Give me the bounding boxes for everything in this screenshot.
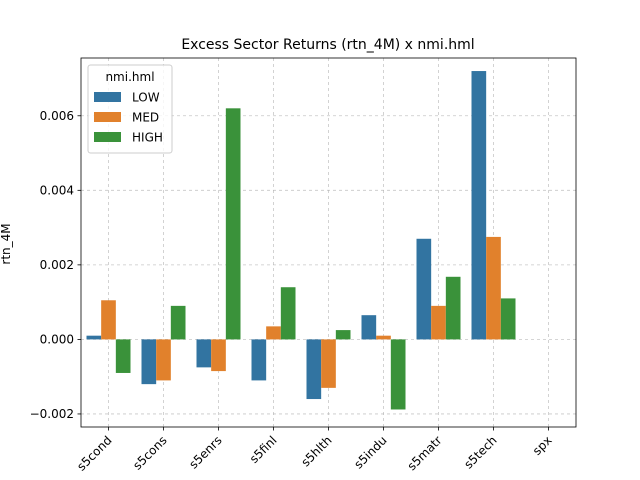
bar-med-s5cond xyxy=(101,300,116,340)
x-tick-label-s5enrs: s5enrs xyxy=(186,433,224,471)
y-ticks: −0.002 0.000 0.002 0.004 0.006 xyxy=(30,109,81,421)
bar-low-s5finl xyxy=(251,339,267,381)
bar-high-s5tech xyxy=(500,298,516,340)
legend-label-low: LOW xyxy=(132,91,160,105)
bar-low-s5cond xyxy=(86,335,102,340)
bar-med-s5finl xyxy=(266,326,281,340)
bar-low-s5cons xyxy=(141,339,157,385)
x-tick-label-s5matr: s5matr xyxy=(405,433,445,473)
y-axis-label: rtn_4M xyxy=(0,223,13,264)
y-tick-label-4: 0.006 xyxy=(40,109,74,123)
x-tick-label-s5tech: s5tech xyxy=(461,433,499,471)
legend-swatch-low xyxy=(94,92,121,102)
x-tick-label-s5cons: s5cons xyxy=(130,433,169,472)
bar-med-s5enrs xyxy=(211,339,226,372)
y-tick-label-2: 0.002 xyxy=(40,258,74,272)
bars xyxy=(86,71,516,410)
x-tick-label-s5hlth: s5hlth xyxy=(298,433,334,469)
bar-high-s5cond xyxy=(115,339,131,373)
bar-low-s5hlth xyxy=(306,339,322,400)
legend-swatch-high xyxy=(94,132,121,142)
bar-high-s5cons xyxy=(170,305,186,340)
bar-low-s5indu xyxy=(361,315,377,340)
bar-high-s5indu xyxy=(390,339,406,410)
y-tick-label-1: 0.000 xyxy=(40,332,74,346)
bar-high-s5matr xyxy=(445,276,461,340)
x-tick-label-s5finl: s5finl xyxy=(247,433,280,466)
bar-med-s5matr xyxy=(431,305,446,340)
bar-low-s5enrs xyxy=(196,339,212,368)
bar-high-s5finl xyxy=(280,287,296,340)
bar-low-s5tech xyxy=(471,71,487,340)
legend: nmi.hml LOW MED HIGH xyxy=(87,64,173,154)
y-tick-label-3: 0.004 xyxy=(40,183,74,197)
x-tick-label-s5indu: s5indu xyxy=(351,433,389,471)
bar-med-s5cons xyxy=(156,339,171,381)
y-tick-label-0: −0.002 xyxy=(30,407,74,421)
x-tick-label-spx: spx xyxy=(530,433,555,458)
legend-label-med: MED xyxy=(132,111,159,125)
x-tick-label-s5cond: s5cond xyxy=(74,433,114,473)
x-ticks: s5cond s5cons s5enrs s5finl s5hlth s5indu s5ma… xyxy=(74,427,555,474)
bar-low-s5matr xyxy=(416,238,432,340)
bar-high-s5hlth xyxy=(335,330,351,340)
bar-med-s5hlth xyxy=(321,339,336,388)
chart-title: Excess Sector Returns (rtn_4M) x nmi.hml xyxy=(181,37,474,53)
legend-swatch-med xyxy=(94,112,121,122)
legend-label-high: HIGH xyxy=(132,131,163,145)
bar-med-s5indu xyxy=(376,335,391,340)
legend-box xyxy=(87,64,173,154)
bar-high-s5enrs xyxy=(225,108,241,340)
bar-med-s5tech xyxy=(486,236,501,340)
legend-title: nmi.hml xyxy=(105,70,154,84)
